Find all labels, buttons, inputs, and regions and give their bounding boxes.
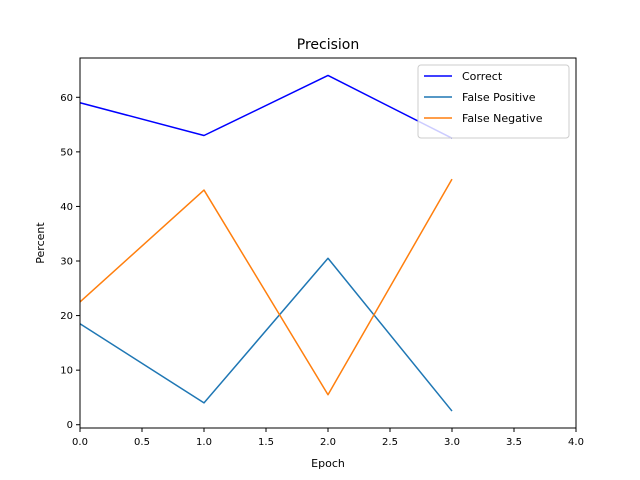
y-tick-label: 30	[60, 257, 73, 268]
legend-label-3: False Negative	[462, 112, 543, 125]
x-tick-label: 1.0	[196, 437, 212, 448]
y-tick-label: 60	[60, 93, 73, 104]
x-tick-label: 3.0	[444, 437, 460, 448]
x-tick-label: 1.5	[258, 437, 274, 448]
x-tick-label: 0.5	[134, 437, 150, 448]
chart-title: Precision	[297, 37, 359, 53]
legend: Correct False Positive False Negative	[417, 64, 570, 139]
y-tick-label: 50	[60, 147, 73, 158]
x-tick-label: 3.5	[506, 437, 522, 448]
x-tick-label: 2.5	[382, 437, 398, 448]
x-axis-label: Epoch	[311, 457, 345, 470]
x-tick-label: 2.0	[320, 437, 336, 448]
series-layer	[79, 74, 453, 412]
x-tick-label: 0.0	[72, 437, 88, 448]
y-tick-label: 40	[60, 202, 73, 213]
legend-label-1: Correct	[462, 70, 503, 83]
y-axis: 0 10 20 30 40 50 60	[60, 93, 80, 431]
series-line-2	[79, 257, 453, 412]
legend-box	[417, 64, 570, 139]
y-tick-label: 0	[67, 420, 73, 431]
y-tick-label: 10	[60, 366, 73, 377]
legend-label-2: False Positive	[462, 91, 536, 104]
y-tick-label: 20	[60, 311, 73, 322]
series-line-3	[79, 178, 453, 396]
x-axis: 0.0 0.5 1.0 1.5 2.0 2.5 3.0 3.5 4.0	[72, 428, 584, 448]
y-axis-label: Percent	[34, 222, 47, 264]
x-tick-label: 4.0	[568, 437, 584, 448]
series-line-1	[79, 74, 453, 139]
